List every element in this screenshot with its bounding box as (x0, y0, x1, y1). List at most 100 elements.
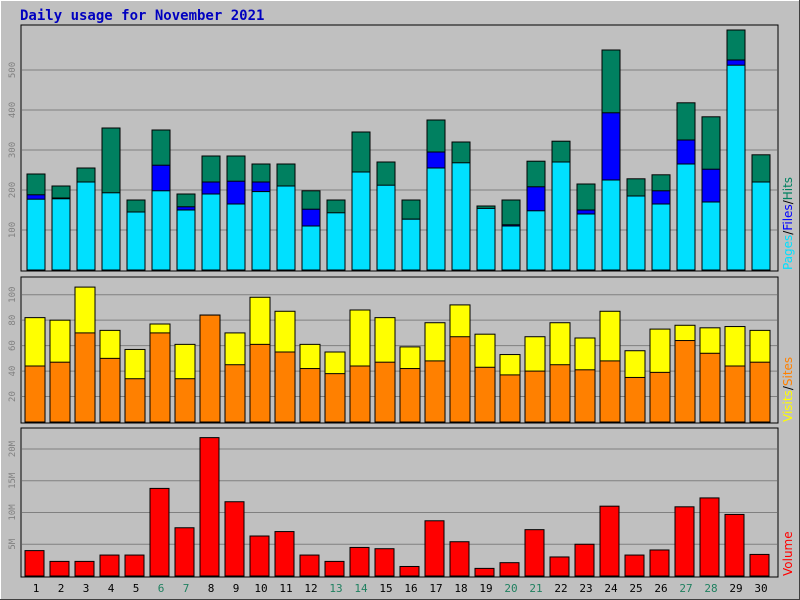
bar-volume (749, 553, 770, 577)
x-tick-label: 3 (83, 582, 90, 595)
x-tick-label: 12 (304, 582, 317, 595)
bar-sites (449, 336, 471, 423)
x-tick-label: 28 (704, 582, 717, 595)
x-tick-label: 11 (279, 582, 292, 595)
legend-separator: / (781, 199, 795, 204)
bar-sites (749, 361, 771, 423)
bar-sites (49, 361, 71, 423)
bar-pages (201, 193, 221, 271)
bar-volume (349, 546, 370, 577)
x-tick-label: 24 (604, 582, 618, 595)
bar-sites (299, 368, 321, 423)
bar-volume (724, 513, 745, 577)
bar-volume (274, 531, 295, 577)
bar-volume (99, 554, 120, 577)
bar-volume (124, 554, 145, 577)
bar-sites (574, 369, 596, 423)
legend-separator: / (781, 230, 795, 235)
legend-sites: Sites (781, 357, 795, 386)
bar-volume (599, 505, 620, 577)
bar-sites (324, 373, 346, 423)
bar-sites (174, 378, 196, 423)
bar-pages (601, 179, 621, 271)
x-tick-label: 8 (208, 582, 215, 595)
y-tick-label: 10M (8, 504, 18, 521)
bar-volume (674, 506, 695, 577)
bar-volume (299, 554, 320, 577)
bar-sites (699, 352, 721, 423)
bar-volume (24, 550, 45, 577)
x-tick-label: 15 (379, 582, 392, 595)
bar-pages (376, 184, 396, 271)
bar-sites (599, 360, 621, 423)
bar-volume (249, 535, 270, 577)
y-tick-label: 60 (8, 340, 18, 351)
x-tick-label: 20 (504, 582, 517, 595)
bar-sites (74, 332, 96, 423)
legend-top: Pages/Files/Hits (781, 177, 795, 270)
bar-pages (626, 195, 646, 271)
x-tick-label: 30 (754, 582, 767, 595)
bar-pages (276, 185, 296, 271)
bar-volume (699, 497, 720, 577)
x-tick-label: 22 (554, 582, 567, 595)
bar-volume (174, 527, 195, 577)
bar-pages (551, 161, 571, 271)
bar-sites (649, 371, 671, 423)
bar-pages (676, 163, 696, 271)
y-tick-label: 5M (8, 538, 18, 549)
bar-pages (301, 225, 321, 271)
x-tick-label: 2 (58, 582, 65, 595)
bar-pages (176, 209, 196, 271)
legend-volume: Volume (781, 531, 795, 576)
legend-bottom: Volume (781, 531, 795, 576)
x-tick-labels: 1 2 3 4 5 6 7 8 9 10 11 12 13 14 15 16 17 18 19 20 21 22 23 24 2… (33, 582, 768, 595)
bar-volume (499, 562, 520, 577)
x-tick-label: 10 (254, 582, 267, 595)
bar-volume (324, 560, 345, 577)
bar-pages (326, 212, 346, 271)
legend-separator: / (781, 385, 795, 390)
bar-volume (74, 560, 95, 577)
legend-pages: Pages (781, 235, 795, 270)
bar-sites (374, 361, 396, 423)
bars (24, 29, 771, 577)
y-tick-label: 15M (8, 472, 18, 489)
bar-pages (451, 162, 471, 271)
x-tick-label: 6 (158, 582, 165, 595)
bar-pages (651, 203, 671, 271)
y-tick-label: 80 (8, 315, 18, 326)
x-tick-label: 26 (654, 582, 667, 595)
bar-volume (199, 437, 220, 577)
bar-pages (576, 213, 596, 271)
bar-sites (624, 376, 646, 423)
bar-sites (474, 366, 496, 423)
y-tick-label: 40 (8, 366, 18, 377)
bar-pages (526, 210, 546, 271)
bar-volume (49, 560, 70, 577)
legend-files: Files (781, 204, 795, 230)
bar-sites (224, 364, 246, 423)
bar-sites (724, 365, 746, 423)
y-tick-label: 300 (8, 142, 18, 158)
bar-pages (51, 198, 71, 271)
y-tick-label: 200 (8, 182, 18, 198)
bar-sites (549, 364, 571, 423)
bar-pages (751, 181, 771, 271)
legend-visits: Visits (781, 390, 795, 422)
y-tick-label: 20M (8, 440, 18, 457)
y-tick-label: 400 (8, 102, 18, 118)
bar-sites (274, 351, 296, 423)
bar-pages (351, 171, 371, 271)
bar-volume (649, 549, 670, 577)
bar-volume (399, 565, 420, 577)
y-tick-label: 500 (8, 62, 18, 78)
x-tick-label: 16 (404, 582, 417, 595)
bar-sites (149, 332, 171, 423)
bar-pages (126, 211, 146, 271)
y-tick-label: 100 (8, 287, 18, 303)
x-tick-label: 25 (629, 582, 642, 595)
x-tick-label: 29 (729, 582, 742, 595)
